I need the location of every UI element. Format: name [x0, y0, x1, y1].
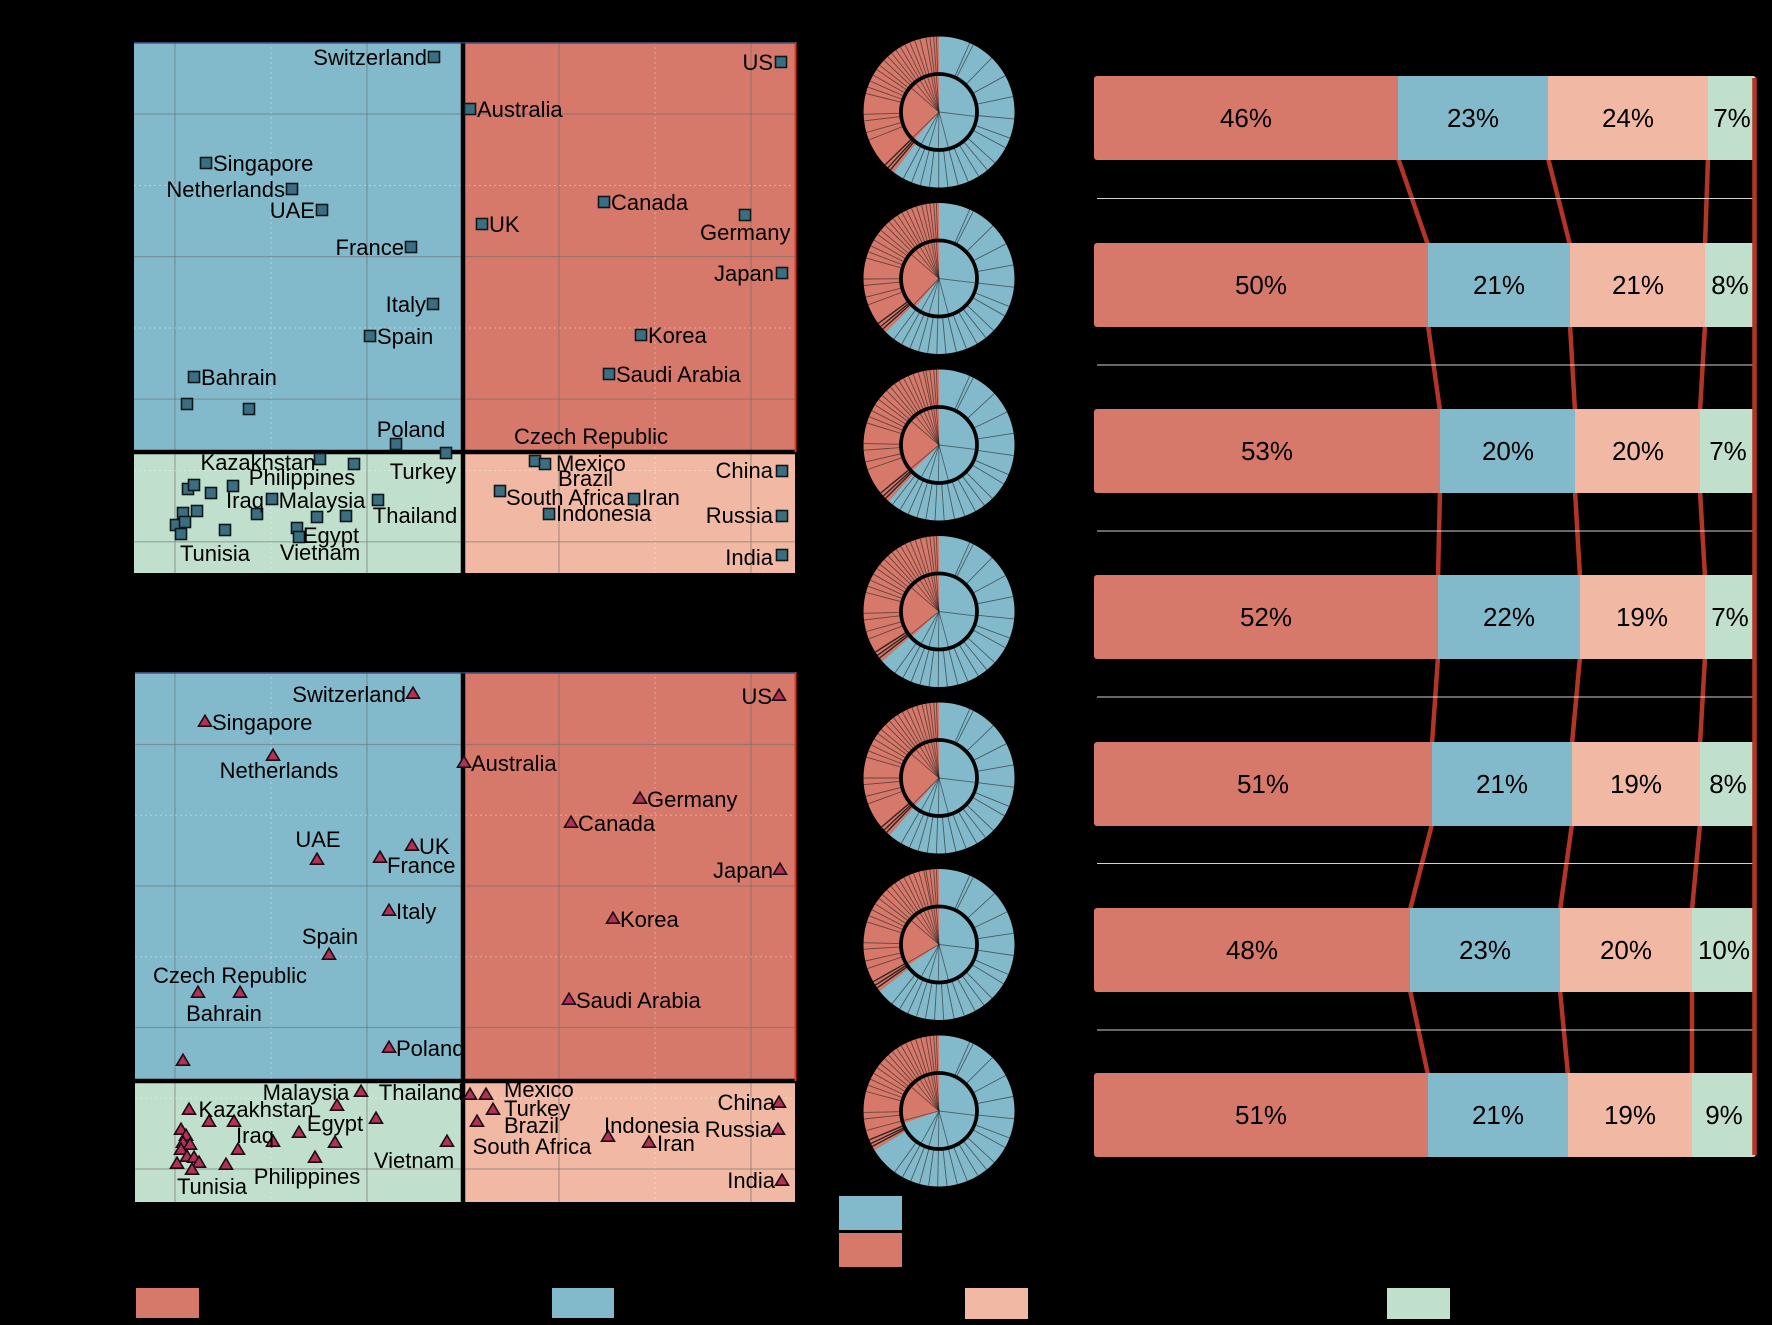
svg-text:19%: 19%	[1604, 1100, 1656, 1130]
svg-text:10%: 10%	[1698, 935, 1750, 965]
svg-text:23%: 23%	[1459, 935, 1511, 965]
svg-text:France: France	[336, 235, 404, 260]
svg-text:Germany: Germany	[647, 787, 737, 812]
svg-text:India: India	[727, 1168, 775, 1193]
svg-text:23%: 23%	[1447, 103, 1499, 133]
svg-text:48%: 48%	[1226, 935, 1278, 965]
svg-text:Iran: Iran	[657, 1131, 695, 1156]
svg-text:21%: 21%	[1472, 1100, 1524, 1130]
svg-text:8%: 8%	[1709, 769, 1747, 799]
svg-text:Italy: Italy	[386, 292, 426, 317]
svg-text:20%: 20%	[1482, 436, 1534, 466]
svg-text:UAE: UAE	[270, 198, 315, 223]
svg-text:7%: 7%	[1711, 602, 1749, 632]
svg-text:Poland: Poland	[396, 1036, 465, 1061]
svg-text:9%: 9%	[1705, 1100, 1743, 1130]
svg-text:20%: 20%	[1612, 436, 1664, 466]
svg-text:Vietnam: Vietnam	[374, 1148, 454, 1173]
svg-text:21%: 21%	[1612, 270, 1664, 300]
svg-text:Japan: Japan	[714, 261, 774, 286]
svg-text:Thailand: Thailand	[379, 1080, 463, 1105]
svg-text:21%: 21%	[1473, 270, 1525, 300]
svg-text:UK: UK	[489, 212, 520, 237]
svg-text:Korea: Korea	[648, 323, 707, 348]
svg-text:8%: 8%	[1711, 270, 1749, 300]
svg-text:Singapore: Singapore	[212, 710, 312, 735]
svg-text:Italy: Italy	[396, 899, 436, 924]
svg-text:Australia: Australia	[477, 97, 563, 122]
svg-text:Czech Republic: Czech Republic	[153, 963, 307, 988]
svg-text:Korea: Korea	[620, 907, 679, 932]
svg-text:Kazakhstan: Kazakhstan	[199, 1097, 314, 1122]
svg-text:19%: 19%	[1616, 602, 1668, 632]
svg-text:Iraq: Iraq	[236, 1123, 274, 1148]
svg-text:24%: 24%	[1602, 103, 1654, 133]
svg-text:Turkey: Turkey	[390, 459, 456, 484]
svg-text:50%: 50%	[1235, 270, 1287, 300]
svg-text:Russia: Russia	[705, 1117, 773, 1142]
svg-text:Bahrain: Bahrain	[186, 1001, 262, 1026]
svg-text:Iraq: Iraq	[226, 488, 264, 513]
svg-text:Vietnam: Vietnam	[280, 540, 360, 565]
svg-text:India: India	[725, 545, 773, 570]
svg-text:Singapore: Singapore	[213, 151, 313, 176]
svg-text:53%: 53%	[1241, 436, 1293, 466]
svg-text:Spain: Spain	[302, 924, 358, 949]
svg-text:China: China	[718, 1090, 776, 1115]
svg-text:Netherlands: Netherlands	[166, 177, 285, 202]
svg-text:7%: 7%	[1709, 436, 1747, 466]
svg-text:US: US	[742, 50, 773, 75]
svg-text:Tunisia: Tunisia	[180, 541, 251, 566]
svg-text:Australia: Australia	[471, 751, 557, 776]
svg-text:Switzerland: Switzerland	[313, 45, 427, 70]
svg-text:Saudi Arabia: Saudi Arabia	[576, 988, 702, 1013]
svg-text:Netherlands: Netherlands	[220, 758, 339, 783]
svg-text:Czech Republic: Czech Republic	[514, 424, 668, 449]
svg-text:Indonesia: Indonesia	[556, 501, 652, 526]
svg-text:46%: 46%	[1220, 103, 1272, 133]
svg-text:Thailand: Thailand	[373, 503, 457, 528]
svg-text:France: France	[387, 853, 455, 878]
svg-text:China: China	[716, 458, 774, 483]
svg-text:Egypt: Egypt	[307, 1111, 363, 1136]
svg-text:Saudi Arabia: Saudi Arabia	[616, 362, 742, 387]
svg-text:Poland: Poland	[377, 417, 446, 442]
svg-text:Russia: Russia	[706, 503, 774, 528]
svg-text:Philippines: Philippines	[254, 1164, 360, 1189]
svg-text:51%: 51%	[1237, 769, 1289, 799]
svg-text:7%: 7%	[1713, 103, 1751, 133]
svg-text:51%: 51%	[1235, 1100, 1287, 1130]
svg-text:21%: 21%	[1476, 769, 1528, 799]
svg-text:US: US	[741, 684, 772, 709]
svg-text:UAE: UAE	[295, 827, 340, 852]
svg-text:Philippines: Philippines	[249, 465, 355, 490]
svg-text:Tunisia: Tunisia	[177, 1174, 248, 1199]
svg-text:Switzerland: Switzerland	[292, 682, 406, 707]
svg-text:Bahrain: Bahrain	[201, 365, 277, 390]
svg-text:Malaysia: Malaysia	[279, 488, 367, 513]
svg-text:Spain: Spain	[377, 324, 433, 349]
svg-text:19%: 19%	[1610, 769, 1662, 799]
svg-text:52%: 52%	[1240, 602, 1292, 632]
svg-text:22%: 22%	[1483, 602, 1535, 632]
svg-text:Canada: Canada	[578, 811, 656, 836]
svg-text:20%: 20%	[1600, 935, 1652, 965]
svg-text:Japan: Japan	[713, 858, 773, 883]
svg-text:South Africa: South Africa	[473, 1134, 592, 1159]
svg-text:Canada: Canada	[611, 190, 689, 215]
svg-text:Germany: Germany	[700, 220, 790, 245]
